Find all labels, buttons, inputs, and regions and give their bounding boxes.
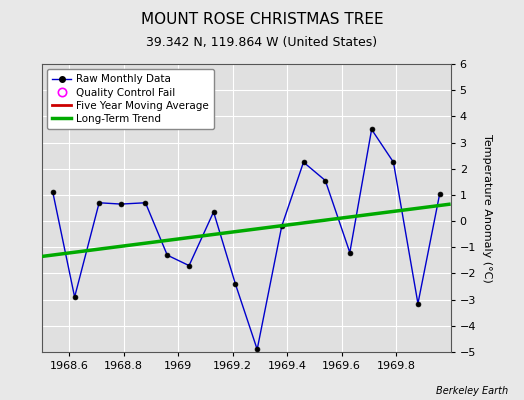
Raw Monthly Data [300,160,307,164]
Raw Monthly Data [71,295,78,300]
Raw Monthly Data [118,202,124,206]
Raw Monthly Data [279,224,285,229]
Raw Monthly Data [415,301,421,306]
Raw Monthly Data [232,282,238,286]
Legend: Raw Monthly Data, Quality Control Fail, Five Year Moving Average, Long-Term Tren: Raw Monthly Data, Quality Control Fail, … [47,69,214,129]
Raw Monthly Data [254,347,260,352]
Raw Monthly Data [368,127,375,132]
Raw Monthly Data [322,178,329,183]
Line: Raw Monthly Data: Raw Monthly Data [50,127,442,352]
Raw Monthly Data [143,200,149,205]
Y-axis label: Temperature Anomaly (°C): Temperature Anomaly (°C) [482,134,492,282]
Raw Monthly Data [436,191,443,196]
Text: Berkeley Earth: Berkeley Earth [436,386,508,396]
Raw Monthly Data [50,190,56,195]
Raw Monthly Data [211,210,217,214]
Text: 39.342 N, 119.864 W (United States): 39.342 N, 119.864 W (United States) [146,36,378,49]
Raw Monthly Data [96,200,102,205]
Raw Monthly Data [347,250,353,255]
Raw Monthly Data [390,160,397,164]
Text: MOUNT ROSE CHRISTMAS TREE: MOUNT ROSE CHRISTMAS TREE [140,12,384,27]
Raw Monthly Data [164,253,170,258]
Raw Monthly Data [186,263,192,268]
